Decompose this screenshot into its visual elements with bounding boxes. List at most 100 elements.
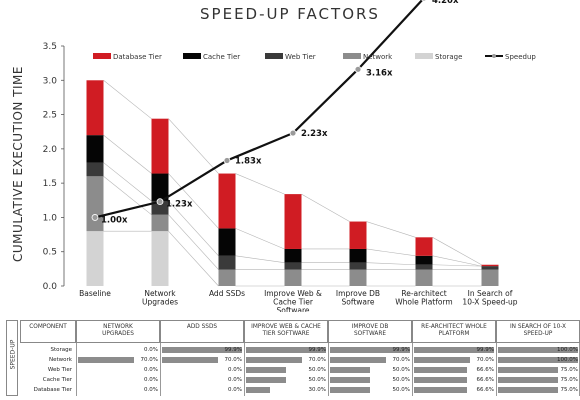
table-cell-bar [78, 357, 134, 363]
table-cell-bar [414, 347, 494, 353]
table-cell: 99.9% [246, 345, 326, 355]
table-cell-value: 50.0% [392, 367, 410, 373]
table-cell: 50.0% [330, 385, 410, 395]
speedup-label: 2.23x [301, 129, 328, 139]
table-column-header: IMPROVE DB SOFTWARE [328, 320, 412, 343]
y-axis-ticks: 0.0 0.5 1.0 1.5 2.0 2.5 3.0 3.5 [43, 42, 64, 292]
table-column-divider [160, 343, 161, 396]
bar-cache-tier [415, 255, 433, 265]
connector-line [103, 162, 152, 202]
table-cell: 99.9% [162, 345, 242, 355]
x-tick-label: In Search of 10-X Speed-up [462, 289, 517, 307]
legend-label: Speedup [505, 53, 536, 61]
x-axis-category-labels: Baseline Network Upgrades Add SSDs Improve W… [79, 289, 518, 312]
table-cell: 70.0% [414, 355, 494, 365]
table-cell-value: 70.0% [140, 357, 158, 363]
table-cell-bar [246, 367, 286, 373]
bar-database-tier [481, 264, 499, 267]
table-cell: 50.0% [330, 365, 410, 375]
table-cell: 70.0% [78, 355, 158, 365]
table-cell-bar [414, 357, 470, 363]
speedup-point [421, 0, 427, 2]
table-cell: 66.6% [414, 365, 494, 375]
table-cell-value: 0.0% [228, 367, 242, 373]
table-cell-value: 99.9% [224, 347, 242, 353]
table-cell-bar [330, 377, 370, 383]
speedup-label: 1.83x [235, 157, 262, 167]
table-cell: 0.0% [162, 365, 242, 375]
table-cell: 0.0% [78, 385, 158, 395]
legend-swatch [183, 53, 201, 59]
table-row-label: Storage [50, 347, 72, 353]
bar-web-tier [284, 262, 302, 270]
bar-web-tier [481, 266, 499, 270]
table-cell: 50.0% [330, 375, 410, 385]
table-cell-value: 99.9% [308, 347, 326, 353]
bar-web-tier [151, 200, 169, 215]
speedup-table: SPEED-UP COMPONENT NETWORK UPGRADES ADD SS… [6, 320, 580, 396]
y-tick-label: 1.0 [43, 213, 58, 223]
legend-swatch [415, 53, 433, 59]
x-tick-label: Improve Web & Cache Tier Software [264, 289, 322, 312]
table-cell-bar [330, 367, 370, 373]
table-cell-value: 50.0% [308, 377, 326, 383]
bar-database-tier [415, 237, 433, 256]
table-cell-value: 0.0% [144, 347, 158, 353]
table-cell: 75.0% [498, 365, 578, 375]
bar-cache-tier [151, 173, 169, 201]
table-cell-value: 70.0% [476, 357, 494, 363]
legend-swatch [492, 54, 496, 58]
stack-connector-lines [103, 80, 482, 287]
bar-network [218, 269, 236, 286]
table-cell-value: 50.0% [392, 387, 410, 393]
table-cell-value: 75.0% [560, 367, 578, 373]
x-tick-label: Improve DB Software [336, 289, 380, 307]
table-column-header: IMPROVE WEB & CACHE TIER SOFTWARE [244, 320, 328, 343]
speedup-side-label: SPEED-UP [6, 320, 18, 396]
table-column-divider [412, 343, 413, 396]
bar-storage [151, 231, 169, 286]
connector-line [366, 221, 416, 238]
stacked-bars [86, 80, 499, 286]
table-column-header: RE-ARCHITECT WHOLE PLATFORM [412, 320, 496, 343]
table-row-label: Database Tier [33, 387, 72, 393]
table-column-divider [328, 343, 329, 396]
table-column-header: NETWORK UPGRADES [76, 320, 160, 343]
table-cell-bar [246, 377, 286, 383]
connector-line [301, 193, 350, 222]
x-tick-label: Add SSDs [209, 289, 245, 298]
speedup-chart: SPEED-UP FACTORS CUMULATIVE EXECUTION TI… [11, 0, 536, 312]
table-column-header: ADD SSDS [160, 320, 244, 343]
bar-cache-tier [218, 228, 236, 256]
table-column-divider [244, 343, 245, 396]
table-cell-value: 0.0% [228, 387, 242, 393]
table-cell-bar [246, 357, 302, 363]
y-tick-label: 0.0 [43, 282, 58, 292]
table-cell-value: 50.0% [308, 367, 326, 373]
y-tick-label: 3.0 [43, 76, 58, 86]
speedup-point [223, 157, 231, 164]
table-cell-value: 30.0% [308, 387, 326, 393]
table-cell: 70.0% [162, 355, 242, 365]
connector-line [168, 230, 219, 287]
table-cell: 50.0% [246, 365, 326, 375]
table-cell-bar [330, 357, 386, 363]
connector-line [103, 134, 152, 174]
bar-web-tier [86, 162, 104, 177]
table-cell-bar [330, 347, 410, 353]
chart-title: SPEED-UP FACTORS [200, 5, 380, 23]
speedup-label: 1.23x [166, 200, 193, 210]
table-cell: 0.0% [162, 375, 242, 385]
connector-line [168, 214, 219, 270]
bar-database-tier [86, 80, 104, 136]
bar-network [481, 269, 499, 286]
table-cell-bar [246, 387, 270, 393]
table-cell-bar [498, 347, 578, 353]
bar-storage [86, 231, 104, 286]
y-tick-label: 0.5 [43, 248, 57, 258]
speedup-label: 4.20x [432, 0, 459, 6]
legend-swatch [343, 53, 361, 59]
x-tick-label: Baseline [79, 289, 111, 298]
bar-database-tier [349, 221, 367, 249]
table-cell: 100.0% [498, 355, 578, 365]
